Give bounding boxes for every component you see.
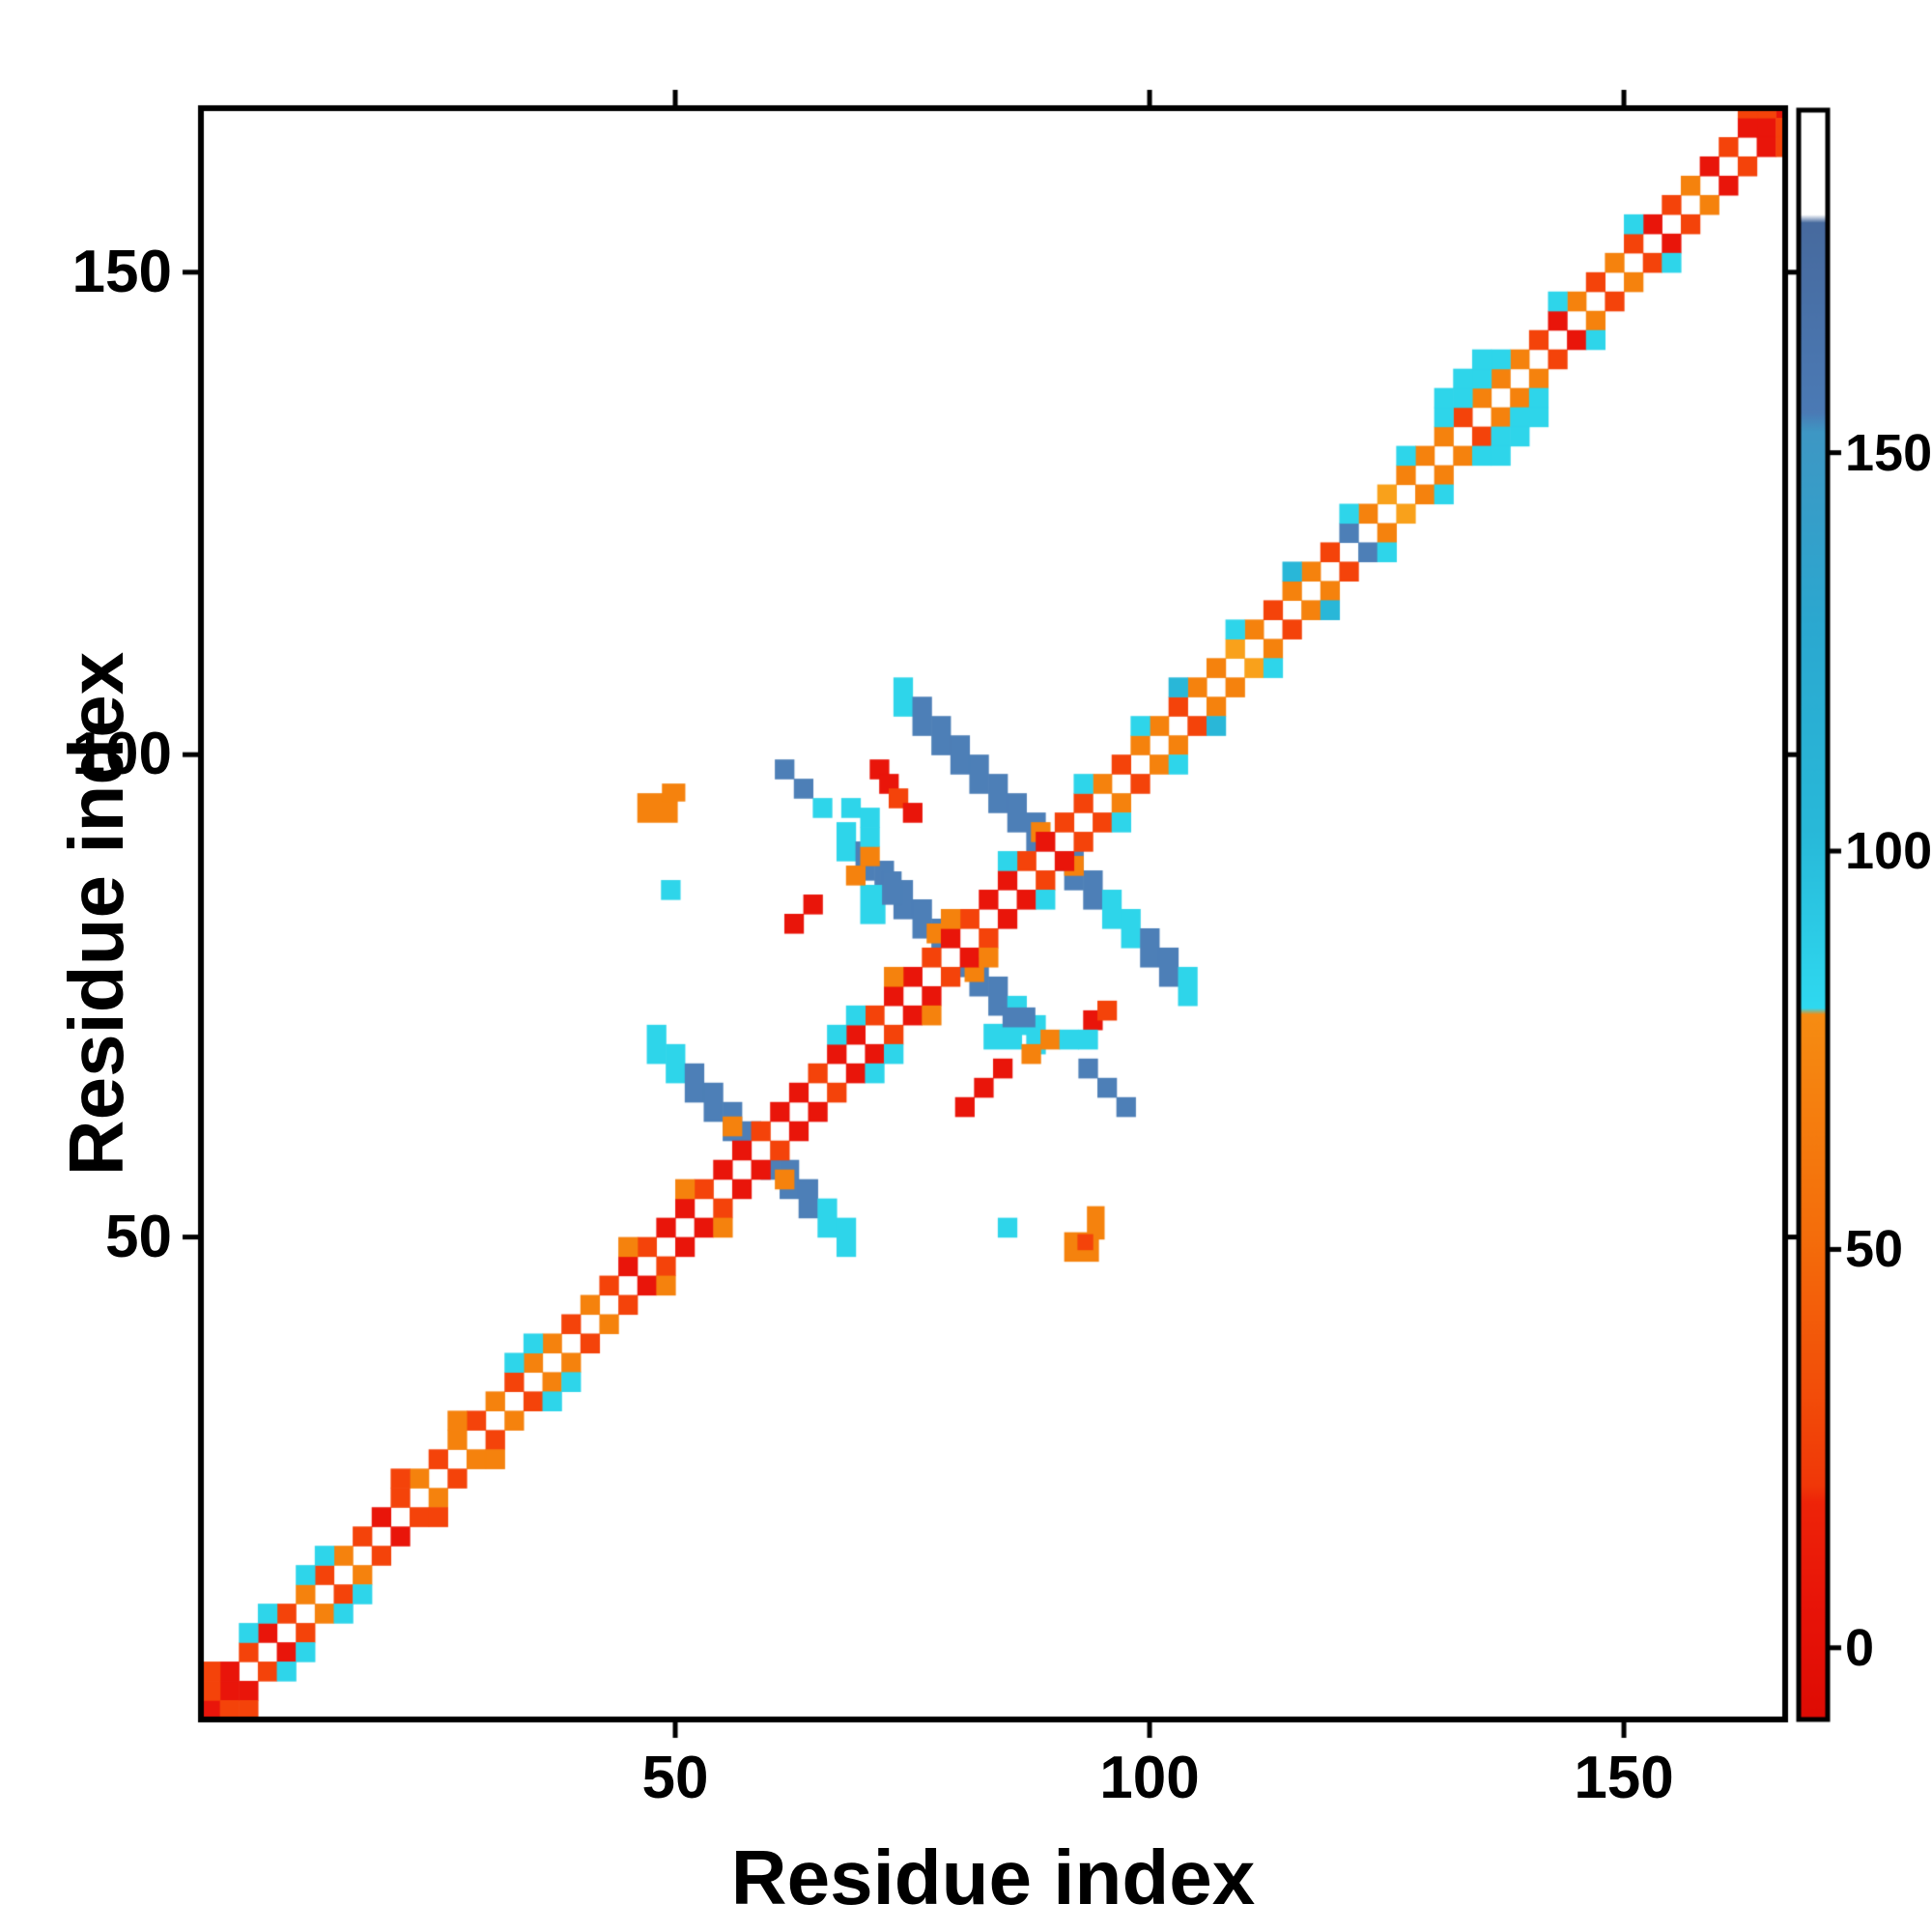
y-tick-label: 100	[71, 721, 172, 788]
colorbar-tick-label: 150	[1845, 423, 1932, 482]
x-tick-label: 150	[1574, 1745, 1674, 1811]
x-tick-label: 50	[641, 1745, 709, 1811]
colorbar-tick-label: 50	[1845, 1220, 1904, 1279]
x-axis-title: Residue index	[730, 1834, 1256, 1920]
x-tick-label: 100	[1099, 1745, 1200, 1811]
y-tick-label: 150	[71, 238, 172, 305]
colorbar-tick-label: 0	[1845, 1618, 1875, 1677]
y-tick-label: 50	[105, 1203, 172, 1270]
colorbar-tick-label: 100	[1845, 822, 1932, 881]
